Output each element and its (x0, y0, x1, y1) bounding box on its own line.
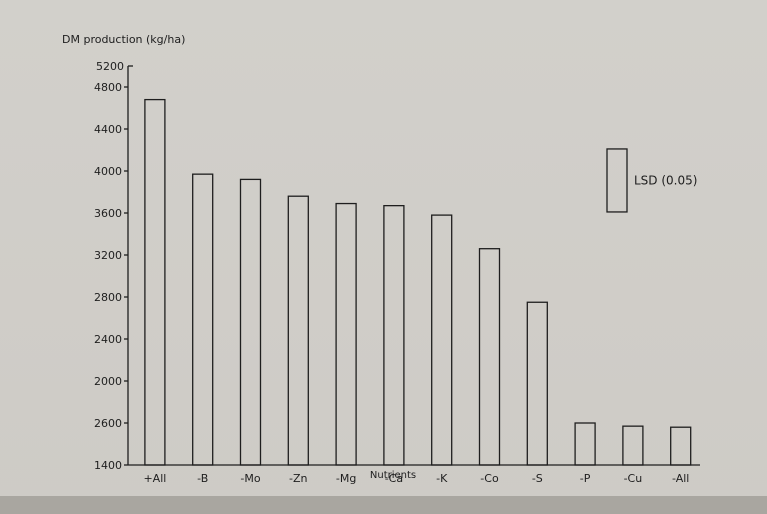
bottom-strip (0, 496, 767, 514)
bar (574, 422, 596, 466)
x-tick-label: -All (672, 472, 689, 485)
bar (192, 173, 214, 466)
x-tick-label: +All (143, 472, 166, 485)
bars (144, 98, 692, 466)
y-tick-label: 3600 (94, 207, 122, 220)
y-tick-label: 2000 (94, 375, 122, 388)
x-tick-label: -Zn (289, 472, 308, 485)
x-tick-label: -K (436, 472, 448, 485)
x-tick-label: -Co (480, 472, 499, 485)
x-tick-label: -Mo (240, 472, 260, 485)
bar (287, 195, 309, 466)
y-tick-label: 4800 (94, 81, 122, 94)
y-tick-label: 2400 (94, 333, 122, 346)
x-tick-label: -Cu (624, 472, 643, 485)
axes (127, 66, 700, 466)
y-axis-label: DM production (kg/ha) (62, 33, 185, 46)
y-tick-label: 3200 (94, 249, 122, 262)
x-tick-label: -P (580, 472, 591, 485)
y-tick-label: 4000 (94, 165, 122, 178)
bar (670, 426, 692, 466)
y-ticks: 5200 1400 2600 2000 2400 2800 3200 3600 4000 4400… (94, 60, 133, 472)
bar (239, 178, 262, 466)
bar (335, 202, 357, 466)
bar (622, 425, 644, 466)
y-tick-label: 4400 (94, 123, 122, 136)
bar (431, 214, 453, 466)
bar (478, 248, 501, 466)
x-tick-label: -B (197, 472, 208, 485)
y-tick-label: 1400 (94, 459, 122, 472)
lsd-label: LSD (0.05) (634, 173, 697, 187)
y-tick-label: 2600 (94, 417, 122, 430)
bar (144, 98, 166, 466)
lsd-indicator: LSD (0.05) (606, 148, 697, 213)
bar (383, 204, 405, 466)
x-tick-labels: +All -B -Mo -Zn -Mg -Ca -K -Co -S -P -Cu -All (143, 472, 689, 485)
x-tick-label: -Mg (336, 472, 356, 485)
x-axis-label: Nutrients (370, 470, 416, 481)
y-tick-label: 2800 (94, 291, 122, 304)
x-tick-label: -S (532, 472, 543, 485)
x-tick-label: -Ca (385, 472, 403, 485)
y-tick-label: 5200 (96, 60, 124, 73)
lsd-bar (606, 148, 628, 213)
bar (526, 301, 548, 466)
